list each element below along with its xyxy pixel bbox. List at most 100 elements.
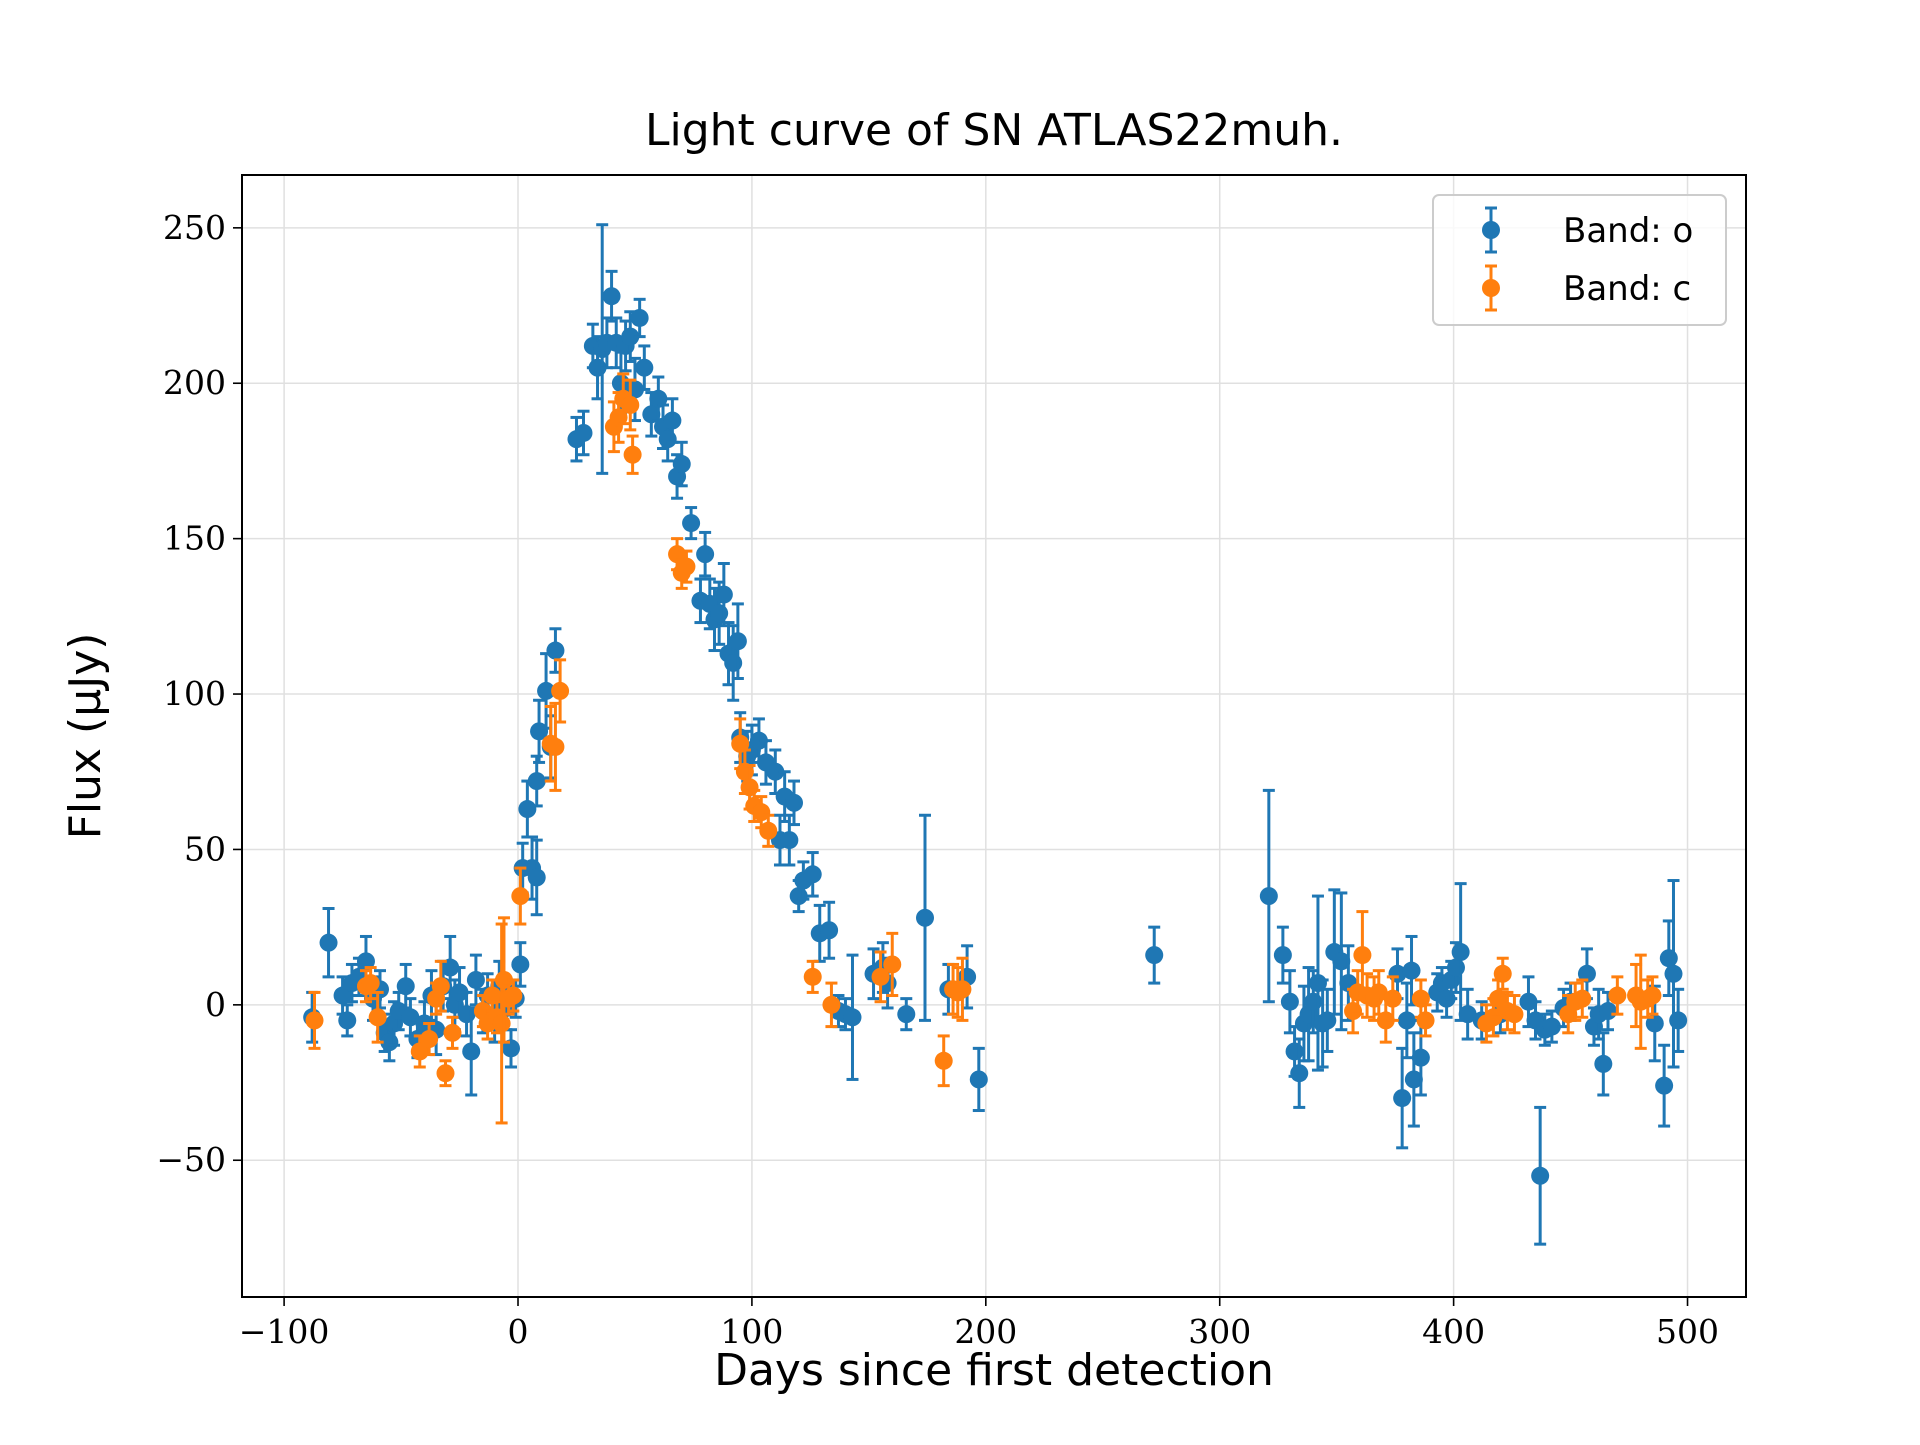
data-point xyxy=(1404,1070,1423,1089)
data-point xyxy=(915,908,934,927)
data-point xyxy=(1608,986,1627,1005)
data-point xyxy=(1577,964,1596,983)
data-point xyxy=(1643,986,1662,1005)
data-point xyxy=(822,995,841,1014)
data-point xyxy=(511,887,530,906)
data-point xyxy=(574,423,593,442)
data-point xyxy=(1664,964,1683,983)
data-point xyxy=(1280,992,1299,1011)
data-point xyxy=(696,545,715,564)
data-point xyxy=(441,958,460,977)
y-tick-label: −50 xyxy=(156,1140,226,1179)
data-point xyxy=(789,887,808,906)
data-point xyxy=(934,1051,953,1070)
data-point xyxy=(1393,1089,1412,1108)
legend-entry: Band: c xyxy=(1482,264,1691,312)
x-tick-label: 400 xyxy=(1422,1312,1485,1351)
data-point xyxy=(621,395,640,414)
data-point xyxy=(766,762,785,781)
y-tick-label: 50 xyxy=(184,829,226,868)
data-point xyxy=(420,1030,439,1049)
data-point xyxy=(635,358,654,377)
data-point xyxy=(1344,1002,1363,1021)
plot-frame xyxy=(241,174,1747,1298)
data-point xyxy=(677,557,696,576)
series-layer xyxy=(303,223,1688,1246)
data-point xyxy=(1598,1002,1617,1021)
data-point xyxy=(1411,1048,1430,1067)
data-point xyxy=(1659,949,1678,968)
data-point xyxy=(1594,1054,1613,1073)
data-point xyxy=(1645,1014,1664,1033)
data-point xyxy=(1416,1011,1435,1030)
data-point xyxy=(1411,989,1430,1008)
data-point xyxy=(1369,983,1388,1002)
data-point xyxy=(714,585,733,604)
data-point xyxy=(1669,1011,1688,1030)
data-point xyxy=(843,1008,862,1027)
data-point xyxy=(649,389,668,408)
legend-label: Band: o xyxy=(1563,211,1693,251)
data-point xyxy=(1353,946,1372,965)
chart-title: Light curve of SN ATLAS22muh. xyxy=(645,105,1343,156)
x-axis-label: Days since first detection xyxy=(714,1345,1274,1396)
data-point xyxy=(501,1039,520,1058)
data-point xyxy=(1542,1017,1561,1036)
y-tick-label: 150 xyxy=(163,519,226,558)
data-point xyxy=(1145,946,1164,965)
data-point xyxy=(436,1064,455,1083)
data-point xyxy=(1285,1042,1304,1061)
data-point xyxy=(724,653,743,672)
y-tick-label: 0 xyxy=(205,985,226,1024)
data-point xyxy=(443,1023,462,1042)
data-point xyxy=(731,734,750,753)
data-point xyxy=(623,445,642,464)
data-point xyxy=(450,983,469,1002)
data-point xyxy=(682,514,701,533)
data-point xyxy=(483,986,502,1005)
data-point xyxy=(728,632,747,651)
data-point xyxy=(630,308,649,327)
legend-marker xyxy=(1482,279,1500,297)
ticks: −100 0 100 200 300 400 500 −50 0 50 100 150 200 250 xyxy=(156,208,1719,1351)
y-tick-label: 250 xyxy=(163,208,226,247)
data-point xyxy=(466,970,485,989)
data-point xyxy=(621,327,640,346)
y-axis-label: Flux (μJy) xyxy=(60,633,111,840)
data-point xyxy=(602,287,621,306)
x-tick-label: 300 xyxy=(1188,1312,1251,1351)
data-point xyxy=(546,641,565,660)
data-point xyxy=(897,1005,916,1024)
data-point xyxy=(820,921,839,940)
data-point xyxy=(658,430,677,449)
data-point xyxy=(803,865,822,884)
data-point xyxy=(1397,1011,1416,1030)
data-point xyxy=(1493,964,1512,983)
x-tick-label: 100 xyxy=(720,1312,783,1351)
data-point xyxy=(1446,958,1465,977)
data-point xyxy=(871,967,890,986)
data-point xyxy=(780,831,799,850)
x-tick-label: 200 xyxy=(954,1312,1017,1351)
data-point xyxy=(803,967,822,986)
data-point xyxy=(1505,1005,1524,1024)
data-point xyxy=(642,405,661,424)
data-point xyxy=(740,778,759,797)
data-point xyxy=(672,455,691,474)
data-point xyxy=(551,681,570,700)
data-point xyxy=(1451,943,1470,962)
data-point xyxy=(396,977,415,996)
data-point xyxy=(1273,946,1292,965)
data-point xyxy=(663,411,682,430)
legend-entry: Band: o xyxy=(1482,206,1693,254)
data-point xyxy=(1531,1166,1550,1185)
y-tick-label: 200 xyxy=(163,363,226,402)
legend: Band: o Band: c xyxy=(1432,194,1727,326)
x-tick-label: 500 xyxy=(1656,1312,1719,1351)
data-point xyxy=(785,793,804,812)
data-point xyxy=(1489,989,1508,1008)
data-point xyxy=(546,737,565,756)
data-point xyxy=(1402,961,1421,980)
data-point xyxy=(537,681,556,700)
